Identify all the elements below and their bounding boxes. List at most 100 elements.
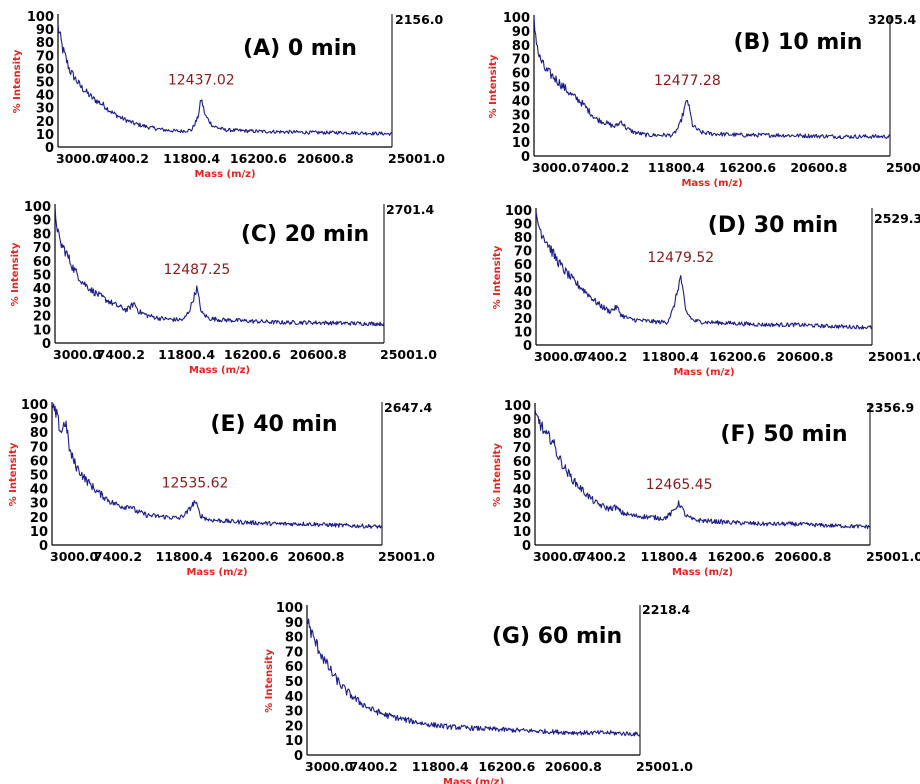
x-tick-label: 3000.0 <box>50 549 99 564</box>
panel-title: (G) 60 min <box>492 624 622 649</box>
max-intensity-label: 3205.4 <box>868 12 917 27</box>
x-tick-label: 16200.6 <box>709 349 766 364</box>
panel-title: (D) 30 min <box>708 213 838 238</box>
y-tick-label: 20 <box>36 115 54 130</box>
x-tick-label: 20600.8 <box>775 549 832 564</box>
y-tick-label: 80 <box>285 631 303 646</box>
y-axis-label: % Intensity <box>12 49 23 113</box>
y-tick-label: 0 <box>42 337 51 352</box>
y-tick-label: 50 <box>514 272 532 287</box>
y-tick-label: 80 <box>36 36 54 51</box>
x-tick-label: 25001.0 <box>380 347 437 362</box>
x-tick-label: 11800.4 <box>163 151 220 166</box>
panel-title: (C) 20 min <box>241 222 369 247</box>
y-tick-label: 70 <box>512 53 530 68</box>
y-tick-label: 50 <box>512 81 530 96</box>
x-tick-label: 16200.6 <box>478 759 535 774</box>
y-tick-label: 90 <box>513 413 531 428</box>
x-tick-label: 3000.0 <box>533 549 582 564</box>
y-tick-label: 10 <box>33 323 51 338</box>
y-tick-label: 60 <box>512 67 530 82</box>
x-tick-label: 7400.2 <box>579 349 627 364</box>
y-tick-label: 80 <box>514 231 532 246</box>
y-tick-label: 10 <box>30 525 48 540</box>
y-tick-label: 30 <box>36 102 54 117</box>
y-tick-label: 0 <box>45 141 54 156</box>
max-intensity-label: 2701.4 <box>386 202 435 217</box>
y-tick-label: 50 <box>36 76 54 91</box>
x-tick-label: 7400.2 <box>101 151 149 166</box>
y-axis-label: % Intensity <box>492 245 503 309</box>
y-tick-label: 60 <box>30 454 48 469</box>
y-tick-label: 70 <box>285 645 303 660</box>
panel-title: (A) 0 min <box>243 36 357 61</box>
x-tick-label: 7400.2 <box>581 160 629 175</box>
max-intensity-label: 2529.3 <box>874 211 920 226</box>
max-intensity-label: 2218.4 <box>642 602 691 617</box>
max-intensity-label: 2647.4 <box>384 400 433 415</box>
spectrum-line <box>54 205 385 327</box>
y-tick-label: 60 <box>285 660 303 675</box>
x-axis-label: Mass (m/z) <box>672 567 733 578</box>
y-tick-label: 60 <box>36 62 54 77</box>
x-tick-label: 20600.8 <box>290 347 347 362</box>
y-tick-label: 70 <box>33 241 51 256</box>
x-axis-label: Mass (m/z) <box>194 169 255 180</box>
y-axis-label: % Intensity <box>10 242 21 306</box>
y-tick-label: 100 <box>27 10 54 25</box>
x-tick-label: 11800.4 <box>648 160 705 175</box>
y-tick-label: 0 <box>294 749 303 764</box>
y-tick-label: 20 <box>33 310 51 325</box>
y-axis-label: % Intensity <box>264 649 275 713</box>
y-tick-label: 80 <box>512 39 530 54</box>
y-tick-label: 20 <box>30 511 48 526</box>
y-tick-label: 60 <box>514 258 532 273</box>
y-tick-label: 0 <box>523 339 532 354</box>
y-tick-label: 70 <box>514 245 532 260</box>
x-tick-label: 7400.2 <box>349 759 397 774</box>
x-tick-label: 11800.4 <box>158 347 215 362</box>
spectrum-line <box>306 618 641 737</box>
y-tick-label: 50 <box>33 269 51 284</box>
y-tick-label: 0 <box>522 539 531 554</box>
y-tick-label: 50 <box>513 469 531 484</box>
x-tick-label: 16200.6 <box>224 347 281 362</box>
panel-title: (F) 50 min <box>720 422 847 447</box>
x-tick-label: 16200.6 <box>222 549 279 564</box>
y-tick-label: 70 <box>30 440 48 455</box>
x-tick-label: 25001.0 <box>866 549 920 564</box>
y-tick-label: 10 <box>513 525 531 540</box>
y-axis-label: % Intensity <box>492 443 503 507</box>
y-tick-label: 30 <box>33 296 51 311</box>
y-tick-label: 40 <box>285 690 303 705</box>
x-tick-label: 3000.0 <box>53 347 102 362</box>
x-axis-label: Mass (m/z) <box>681 178 742 189</box>
y-tick-label: 0 <box>521 150 530 165</box>
y-tick-label: 30 <box>514 299 532 314</box>
y-tick-label: 60 <box>513 455 531 470</box>
y-tick-label: 90 <box>33 214 51 229</box>
y-tick-label: 10 <box>514 326 532 341</box>
x-tick-label: 16200.6 <box>708 549 765 564</box>
x-tick-label: 11800.4 <box>642 349 699 364</box>
x-tick-label: 25001.0 <box>636 759 693 774</box>
peak-label: 12487.25 <box>163 262 230 278</box>
x-tick-label: 3000.0 <box>305 759 354 774</box>
spectrum-line <box>534 408 871 530</box>
y-tick-label: 10 <box>36 128 54 143</box>
x-tick-label: 20600.8 <box>545 759 602 774</box>
y-tick-label: 40 <box>512 94 530 109</box>
y-tick-label: 90 <box>512 25 530 40</box>
x-axis-label: Mass (m/z) <box>673 367 734 378</box>
y-tick-label: 70 <box>513 441 531 456</box>
x-tick-label: 25001.0 <box>378 549 435 564</box>
y-tick-label: 0 <box>39 539 48 554</box>
spectrum-line <box>57 24 393 136</box>
y-tick-label: 40 <box>36 89 54 104</box>
y-tick-label: 10 <box>512 136 530 151</box>
y-tick-label: 50 <box>285 675 303 690</box>
